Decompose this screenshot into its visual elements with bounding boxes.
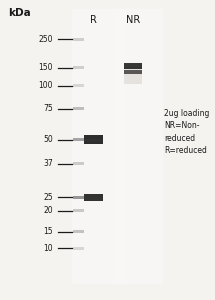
Text: 20: 20: [43, 206, 53, 215]
Bar: [85, 197, 102, 200]
Bar: [124, 68, 142, 84]
Bar: [72, 196, 84, 199]
Bar: [104, 9, 109, 284]
Bar: [84, 135, 103, 144]
Text: NR: NR: [126, 15, 140, 25]
Bar: [141, 9, 145, 284]
Bar: [95, 9, 99, 284]
Bar: [72, 247, 84, 250]
Text: 2ug loading
NR=Non-
reduced
R=reduced: 2ug loading NR=Non- reduced R=reduced: [164, 109, 210, 155]
Bar: [85, 139, 102, 142]
Text: 75: 75: [43, 104, 53, 113]
Bar: [113, 9, 118, 284]
Text: 10: 10: [43, 244, 53, 253]
Bar: [72, 66, 84, 69]
Bar: [72, 84, 84, 87]
Bar: [124, 70, 142, 74]
Bar: [122, 9, 127, 284]
Text: R: R: [90, 15, 97, 25]
Text: 37: 37: [43, 159, 53, 168]
Bar: [118, 9, 122, 284]
Bar: [131, 9, 136, 284]
Bar: [136, 9, 141, 284]
Bar: [84, 194, 103, 201]
Bar: [124, 63, 142, 69]
Bar: [72, 209, 84, 212]
Bar: [150, 9, 154, 284]
Bar: [72, 38, 84, 40]
Bar: [81, 9, 86, 284]
Text: 25: 25: [43, 193, 53, 202]
Bar: [86, 9, 90, 284]
Bar: [145, 9, 150, 284]
Bar: [127, 9, 131, 284]
Bar: [72, 9, 163, 284]
Text: 15: 15: [43, 227, 53, 236]
Bar: [99, 9, 104, 284]
Text: 50: 50: [43, 135, 53, 144]
Bar: [109, 9, 113, 284]
Text: 250: 250: [38, 34, 53, 43]
Bar: [72, 162, 84, 165]
Bar: [90, 9, 95, 284]
Bar: [159, 9, 163, 284]
Bar: [72, 9, 77, 284]
Text: 150: 150: [38, 63, 53, 72]
Text: kDa: kDa: [9, 8, 31, 17]
Bar: [72, 230, 84, 233]
Bar: [72, 107, 84, 110]
Bar: [72, 138, 84, 141]
Bar: [154, 9, 159, 284]
Bar: [77, 9, 81, 284]
Text: 100: 100: [38, 81, 53, 90]
